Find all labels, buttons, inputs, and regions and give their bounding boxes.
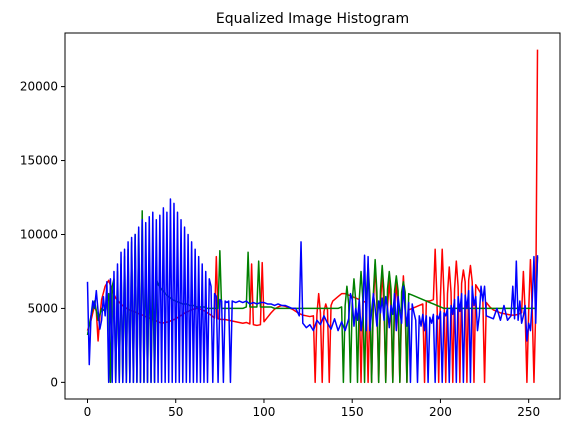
y-tick-label-3: 15000: [20, 154, 58, 168]
x-tick-label-0: 0: [84, 405, 92, 419]
y-tick-label-4: 20000: [20, 80, 58, 94]
x-tick-label-1: 50: [168, 405, 183, 419]
x-tick-label-5: 250: [517, 405, 540, 419]
y-tick-label-2: 10000: [20, 227, 58, 241]
x-tick-label-3: 150: [341, 405, 364, 419]
chart-title: Equalized Image Histogram: [216, 11, 409, 27]
x-tick-label-2: 100: [253, 405, 276, 419]
x-tick-label-4: 200: [429, 405, 452, 419]
y-tick-label-0: 0: [50, 375, 58, 389]
y-tick-label-1: 5000: [27, 301, 58, 315]
